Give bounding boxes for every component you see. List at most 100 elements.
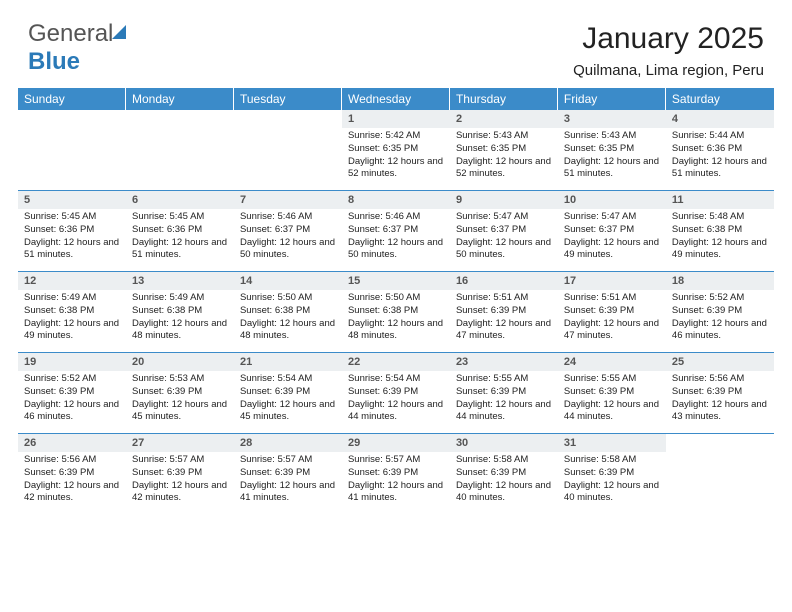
week: 262728293031Sunrise: 5:56 AMSunset: 6:39… xyxy=(18,433,774,514)
logo-text-2: Blue xyxy=(28,48,80,75)
day-data: Sunrise: 5:57 AMSunset: 6:39 PMDaylight:… xyxy=(234,452,342,514)
day-number: 8 xyxy=(342,191,450,209)
day-number: 17 xyxy=(558,272,666,290)
day-data: Sunrise: 5:56 AMSunset: 6:39 PMDaylight:… xyxy=(18,452,126,514)
day-number: 16 xyxy=(450,272,558,290)
day-data: Sunrise: 5:52 AMSunset: 6:39 PMDaylight:… xyxy=(666,290,774,352)
day-number: 2 xyxy=(450,110,558,128)
day-data: Sunrise: 5:49 AMSunset: 6:38 PMDaylight:… xyxy=(18,290,126,352)
day-data: Sunrise: 5:50 AMSunset: 6:38 PMDaylight:… xyxy=(234,290,342,352)
week: 12131415161718Sunrise: 5:49 AMSunset: 6:… xyxy=(18,271,774,352)
day-data: Sunrise: 5:46 AMSunset: 6:37 PMDaylight:… xyxy=(234,209,342,271)
daynum-row: 19202122232425 xyxy=(18,353,774,371)
day-data: Sunrise: 5:55 AMSunset: 6:39 PMDaylight:… xyxy=(558,371,666,433)
weekday-header: Thursday xyxy=(450,88,558,110)
day-data: Sunrise: 5:52 AMSunset: 6:39 PMDaylight:… xyxy=(18,371,126,433)
day-data: Sunrise: 5:47 AMSunset: 6:37 PMDaylight:… xyxy=(450,209,558,271)
daynum-row: 567891011 xyxy=(18,191,774,209)
page-title: January 2025 xyxy=(582,22,764,56)
day-data xyxy=(234,128,342,190)
day-data: Sunrise: 5:45 AMSunset: 6:36 PMDaylight:… xyxy=(18,209,126,271)
day-number: 7 xyxy=(234,191,342,209)
day-data: Sunrise: 5:43 AMSunset: 6:35 PMDaylight:… xyxy=(450,128,558,190)
day-data: Sunrise: 5:51 AMSunset: 6:39 PMDaylight:… xyxy=(450,290,558,352)
weekday-header: Friday xyxy=(558,88,666,110)
day-number: 10 xyxy=(558,191,666,209)
weekday-header: Saturday xyxy=(666,88,774,110)
logo-triangle-icon xyxy=(112,25,126,39)
week: 567891011Sunrise: 5:45 AMSunset: 6:36 PM… xyxy=(18,190,774,271)
day-number: 9 xyxy=(450,191,558,209)
day-number: 27 xyxy=(126,434,234,452)
day-data: Sunrise: 5:48 AMSunset: 6:38 PMDaylight:… xyxy=(666,209,774,271)
day-number: 19 xyxy=(18,353,126,371)
day-number: 14 xyxy=(234,272,342,290)
day-data: Sunrise: 5:50 AMSunset: 6:38 PMDaylight:… xyxy=(342,290,450,352)
day-number: 11 xyxy=(666,191,774,209)
day-data: Sunrise: 5:51 AMSunset: 6:39 PMDaylight:… xyxy=(558,290,666,352)
day-number: 4 xyxy=(666,110,774,128)
day-number: 6 xyxy=(126,191,234,209)
day-data: Sunrise: 5:54 AMSunset: 6:39 PMDaylight:… xyxy=(234,371,342,433)
day-data: Sunrise: 5:57 AMSunset: 6:39 PMDaylight:… xyxy=(126,452,234,514)
day-number xyxy=(666,434,774,452)
day-number: 30 xyxy=(450,434,558,452)
day-number: 22 xyxy=(342,353,450,371)
day-number: 26 xyxy=(18,434,126,452)
day-data: Sunrise: 5:58 AMSunset: 6:39 PMDaylight:… xyxy=(558,452,666,514)
day-number xyxy=(126,110,234,128)
day-number: 12 xyxy=(18,272,126,290)
day-number xyxy=(18,110,126,128)
day-data: Sunrise: 5:56 AMSunset: 6:39 PMDaylight:… xyxy=(666,371,774,433)
day-number: 5 xyxy=(18,191,126,209)
day-number xyxy=(234,110,342,128)
data-row: Sunrise: 5:52 AMSunset: 6:39 PMDaylight:… xyxy=(18,371,774,433)
day-data: Sunrise: 5:47 AMSunset: 6:37 PMDaylight:… xyxy=(558,209,666,271)
day-data: Sunrise: 5:42 AMSunset: 6:35 PMDaylight:… xyxy=(342,128,450,190)
day-number: 28 xyxy=(234,434,342,452)
day-data: Sunrise: 5:55 AMSunset: 6:39 PMDaylight:… xyxy=(450,371,558,433)
data-row: Sunrise: 5:56 AMSunset: 6:39 PMDaylight:… xyxy=(18,452,774,514)
day-data: Sunrise: 5:45 AMSunset: 6:36 PMDaylight:… xyxy=(126,209,234,271)
day-data: Sunrise: 5:46 AMSunset: 6:37 PMDaylight:… xyxy=(342,209,450,271)
weekday-header: Monday xyxy=(126,88,234,110)
day-data xyxy=(666,452,774,514)
weekday-header: Wednesday xyxy=(342,88,450,110)
weekday-header: Sunday xyxy=(18,88,126,110)
day-number: 20 xyxy=(126,353,234,371)
weekday-header-row: SundayMondayTuesdayWednesdayThursdayFrid… xyxy=(18,88,774,110)
day-data xyxy=(126,128,234,190)
week: 1234Sunrise: 5:42 AMSunset: 6:35 PMDayli… xyxy=(18,110,774,190)
logo-text-1: General xyxy=(28,20,113,47)
day-number: 29 xyxy=(342,434,450,452)
daynum-row: 12131415161718 xyxy=(18,272,774,290)
day-data: Sunrise: 5:43 AMSunset: 6:35 PMDaylight:… xyxy=(558,128,666,190)
day-number: 21 xyxy=(234,353,342,371)
day-number: 25 xyxy=(666,353,774,371)
day-number: 3 xyxy=(558,110,666,128)
day-data: Sunrise: 5:57 AMSunset: 6:39 PMDaylight:… xyxy=(342,452,450,514)
day-number: 31 xyxy=(558,434,666,452)
day-data: Sunrise: 5:54 AMSunset: 6:39 PMDaylight:… xyxy=(342,371,450,433)
data-row: Sunrise: 5:49 AMSunset: 6:38 PMDaylight:… xyxy=(18,290,774,352)
day-number: 15 xyxy=(342,272,450,290)
logo: General Blue xyxy=(28,20,126,76)
daynum-row: 262728293031 xyxy=(18,434,774,452)
data-row: Sunrise: 5:45 AMSunset: 6:36 PMDaylight:… xyxy=(18,209,774,271)
day-data: Sunrise: 5:58 AMSunset: 6:39 PMDaylight:… xyxy=(450,452,558,514)
day-number: 13 xyxy=(126,272,234,290)
week: 19202122232425Sunrise: 5:52 AMSunset: 6:… xyxy=(18,352,774,433)
calendar: SundayMondayTuesdayWednesdayThursdayFrid… xyxy=(18,88,774,514)
day-data: Sunrise: 5:53 AMSunset: 6:39 PMDaylight:… xyxy=(126,371,234,433)
weeks-container: 1234Sunrise: 5:42 AMSunset: 6:35 PMDayli… xyxy=(18,110,774,514)
weekday-header: Tuesday xyxy=(234,88,342,110)
data-row: Sunrise: 5:42 AMSunset: 6:35 PMDaylight:… xyxy=(18,128,774,190)
day-data: Sunrise: 5:44 AMSunset: 6:36 PMDaylight:… xyxy=(666,128,774,190)
day-number: 18 xyxy=(666,272,774,290)
daynum-row: 1234 xyxy=(18,110,774,128)
page-subtitle: Quilmana, Lima region, Peru xyxy=(573,62,764,79)
day-data xyxy=(18,128,126,190)
day-data: Sunrise: 5:49 AMSunset: 6:38 PMDaylight:… xyxy=(126,290,234,352)
day-number: 24 xyxy=(558,353,666,371)
day-number: 1 xyxy=(342,110,450,128)
